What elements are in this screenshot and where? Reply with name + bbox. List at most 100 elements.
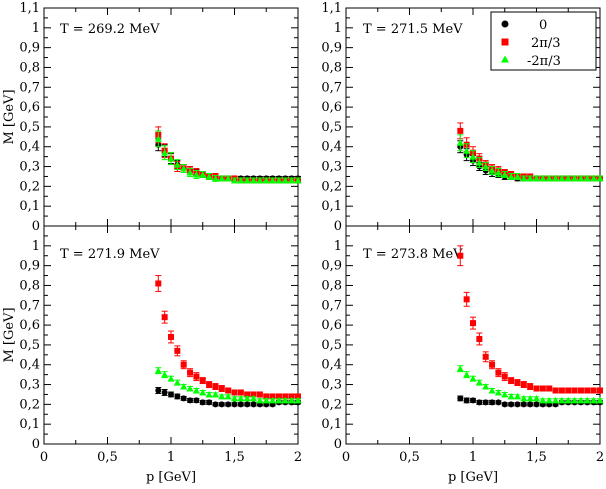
data-point (564, 396, 572, 404)
y-tick-label: 0,8 (321, 278, 342, 293)
data-point (199, 388, 207, 396)
legend-label-minus-2pi3: -2π/3 (527, 54, 561, 69)
data-point (533, 174, 540, 182)
data-point (224, 392, 232, 400)
data-point (552, 387, 559, 394)
data-point (457, 127, 464, 134)
y-tick-label: 1,1 (321, 1, 342, 16)
data-point (231, 176, 238, 184)
data-point (457, 395, 464, 402)
data-point (583, 396, 591, 404)
y-tick-label: 0,4 (19, 358, 40, 373)
y-tick-label: 0,8 (321, 60, 342, 75)
y-tick-label: 0,3 (321, 378, 342, 393)
data-point (482, 399, 489, 406)
data-point (275, 396, 283, 404)
data-point (577, 174, 585, 182)
y-tick-label: 0 (32, 437, 40, 452)
data-point (262, 396, 270, 404)
data-point (533, 394, 540, 402)
y-tick-label: 0,2 (19, 179, 40, 194)
data-point (250, 176, 258, 184)
data-point (546, 385, 553, 392)
y-tick-label: 0,5 (19, 120, 40, 135)
y-tick-label: 1,1 (19, 1, 40, 16)
data-point (180, 395, 187, 402)
data-point (495, 399, 502, 406)
series-minus-2pi3 (154, 130, 302, 184)
data-point (199, 377, 206, 384)
data-point (469, 375, 477, 382)
y-tick-label: 0,7 (19, 80, 40, 95)
y-tick-label: 0,1 (321, 417, 342, 432)
series-minus-2pi3 (154, 367, 302, 404)
data-point (155, 280, 162, 287)
data-point (231, 394, 238, 402)
data-point (463, 296, 470, 303)
data-point (218, 392, 226, 400)
x-tick-label: 0,5 (399, 450, 420, 465)
x-tick-label: 1 (167, 450, 175, 465)
y-tick-label: 0,4 (19, 140, 40, 155)
legend-marker-0 (501, 20, 509, 28)
data-point (237, 394, 245, 402)
data-point (187, 369, 194, 376)
data-point (205, 172, 213, 180)
data-point (501, 401, 508, 408)
data-point (463, 147, 471, 154)
data-point (199, 399, 206, 406)
data-point (577, 387, 584, 394)
y-tick-label: 0 (334, 437, 342, 452)
data-point (558, 174, 566, 182)
data-point (211, 174, 219, 182)
y-tick-label: 0,1 (19, 417, 40, 432)
data-point (168, 333, 174, 340)
data-point (520, 381, 527, 388)
data-point (590, 387, 597, 394)
data-point (552, 174, 560, 182)
data-point (476, 335, 483, 342)
legend-marker-minus-2pi3 (501, 55, 509, 63)
data-point (457, 252, 464, 259)
data-point (545, 396, 553, 404)
data-point (456, 365, 464, 372)
data-point (456, 139, 464, 146)
data-point (288, 393, 295, 400)
data-point (526, 394, 534, 402)
data-point (294, 176, 302, 184)
data-point (282, 393, 289, 400)
data-point (590, 396, 598, 404)
data-point (463, 397, 470, 404)
y-tick-label: 0,5 (321, 338, 342, 353)
data-point (180, 383, 188, 390)
data-point (295, 393, 301, 400)
data-point (244, 391, 251, 398)
data-point (488, 167, 496, 174)
data-point (488, 386, 496, 394)
data-point (256, 391, 263, 398)
data-point (218, 401, 225, 408)
data-point (494, 388, 502, 396)
y-axis-title-top: M [GeV] (2, 89, 17, 144)
x-tick-label: 0 (40, 450, 48, 465)
y-tick-label: 0,1 (19, 199, 40, 214)
data-point (161, 389, 168, 396)
data-point (237, 389, 244, 396)
data-point (199, 170, 207, 178)
y-tick-label: 0,3 (19, 160, 40, 175)
series-2pi3 (457, 122, 603, 182)
data-point (187, 397, 194, 404)
data-point (231, 401, 238, 408)
data-point (237, 176, 245, 184)
data-point (161, 314, 168, 321)
data-point (186, 385, 194, 392)
y-tick-label: 0 (334, 219, 342, 234)
data-point (482, 383, 490, 390)
data-point (533, 401, 540, 408)
data-point (470, 320, 476, 327)
panel-bottom-right: T = 273.8 MeV 0 0,1 0,2 0,3 0,4 0,5 0,6 0,7 0,8 0… (321, 225, 604, 465)
data-point (167, 155, 175, 162)
data-point (508, 401, 515, 408)
data-point (520, 401, 527, 408)
